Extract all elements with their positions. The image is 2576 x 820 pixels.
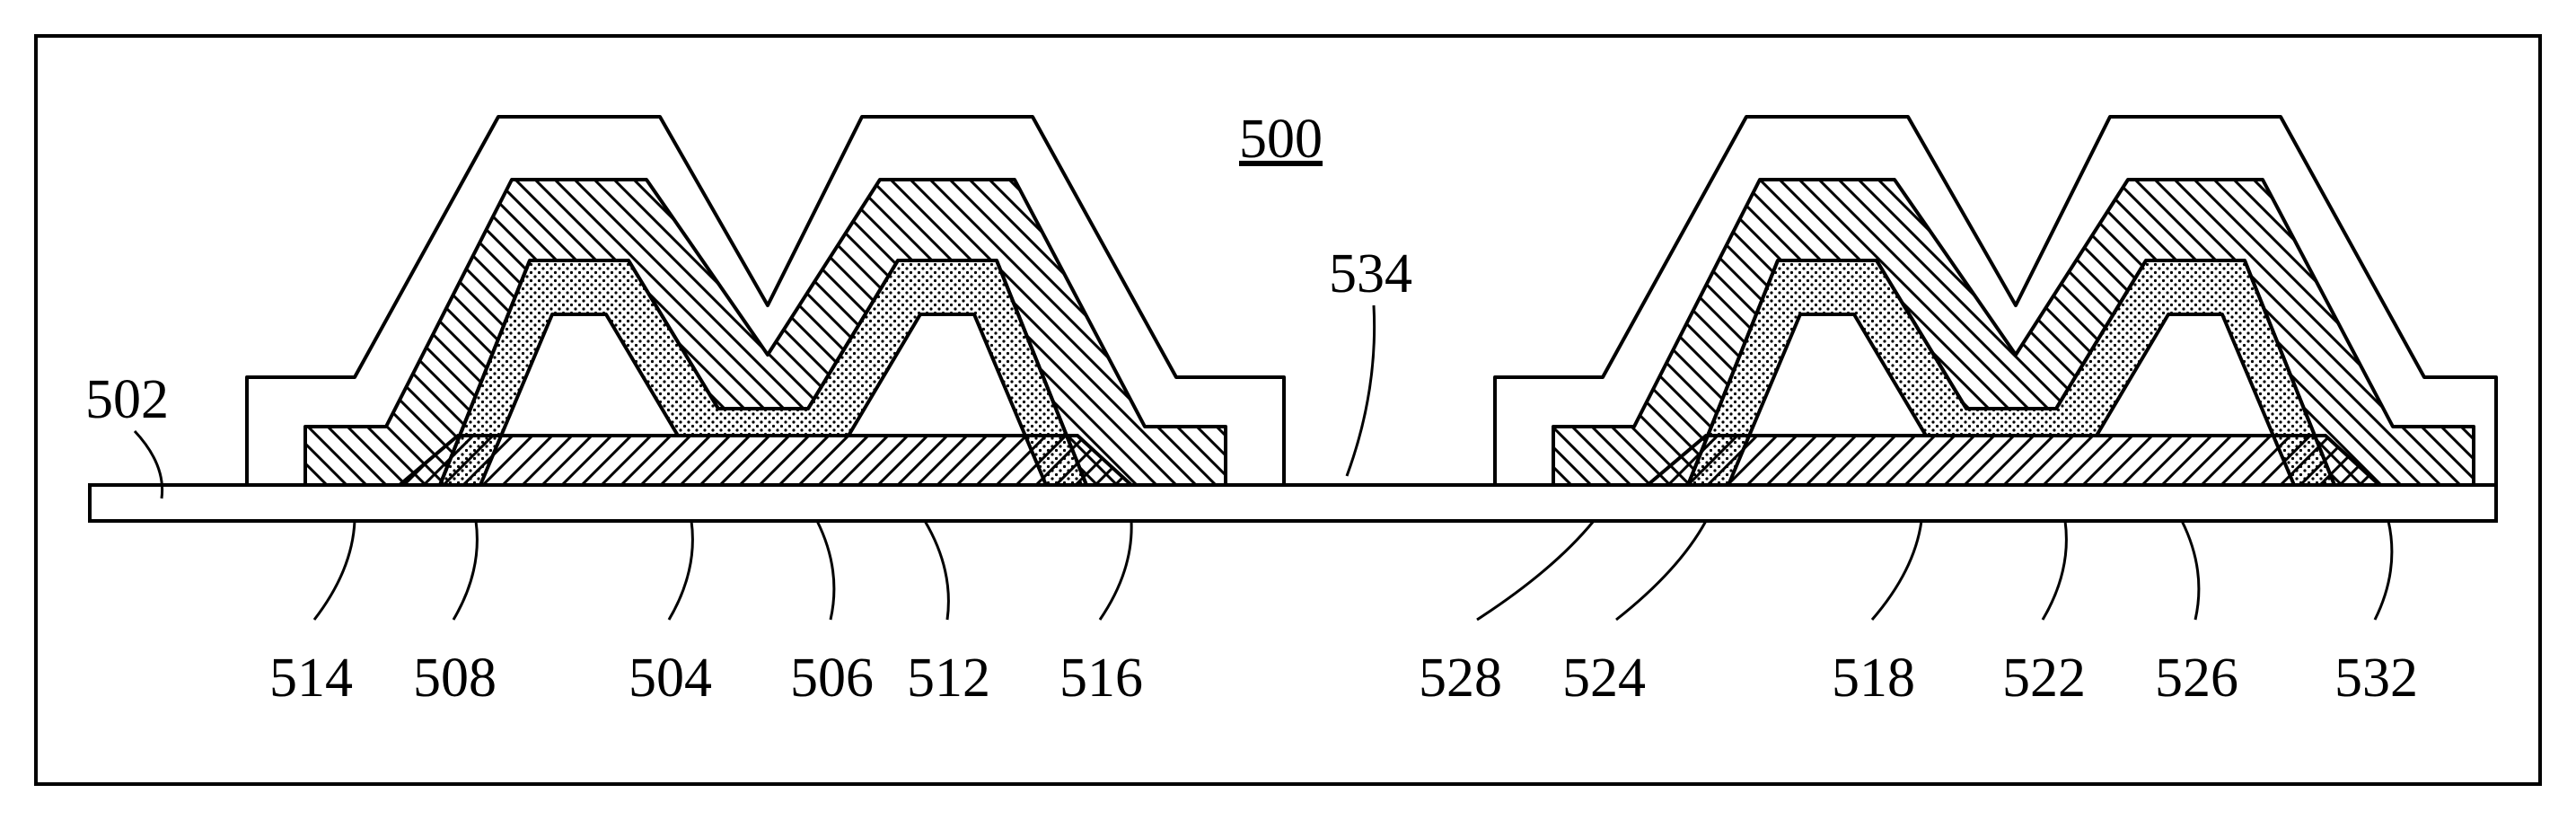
leader-516 [1100,521,1131,620]
label-514: 514 [269,647,353,710]
label-532: 532 [2334,647,2418,710]
leader-528 [1477,521,1594,620]
leader-534 [1347,305,1375,476]
leader-518 [1872,521,1921,620]
leader-508 [453,521,477,620]
label-522: 522 [2002,647,2086,710]
label-title: 500 [1239,108,1323,172]
leader-506 [817,521,834,620]
leader-512 [925,521,948,620]
leader-504 [669,521,692,620]
leader-532 [2375,521,2392,620]
label-508: 508 [413,647,497,710]
leader-514 [314,521,355,620]
label-506: 506 [790,647,874,710]
label-534: 534 [1329,242,1412,306]
label-512: 512 [907,647,990,710]
label-528: 528 [1419,647,1502,710]
label-516: 516 [1059,647,1143,710]
label-526: 526 [2155,647,2238,710]
label-502: 502 [85,368,169,432]
label-518: 518 [1832,647,1915,710]
label-504: 504 [629,647,712,710]
leader-526 [2182,521,2199,620]
leader-524 [1616,521,1706,620]
leader-522 [2043,521,2066,620]
label-524: 524 [1562,647,1646,710]
